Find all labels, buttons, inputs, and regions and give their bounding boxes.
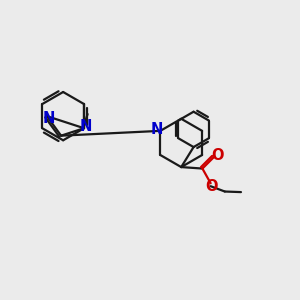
Text: N: N [43, 111, 55, 126]
Text: N: N [150, 122, 163, 137]
Text: O: O [205, 179, 217, 194]
Text: O: O [211, 148, 224, 164]
Text: N: N [80, 118, 92, 134]
